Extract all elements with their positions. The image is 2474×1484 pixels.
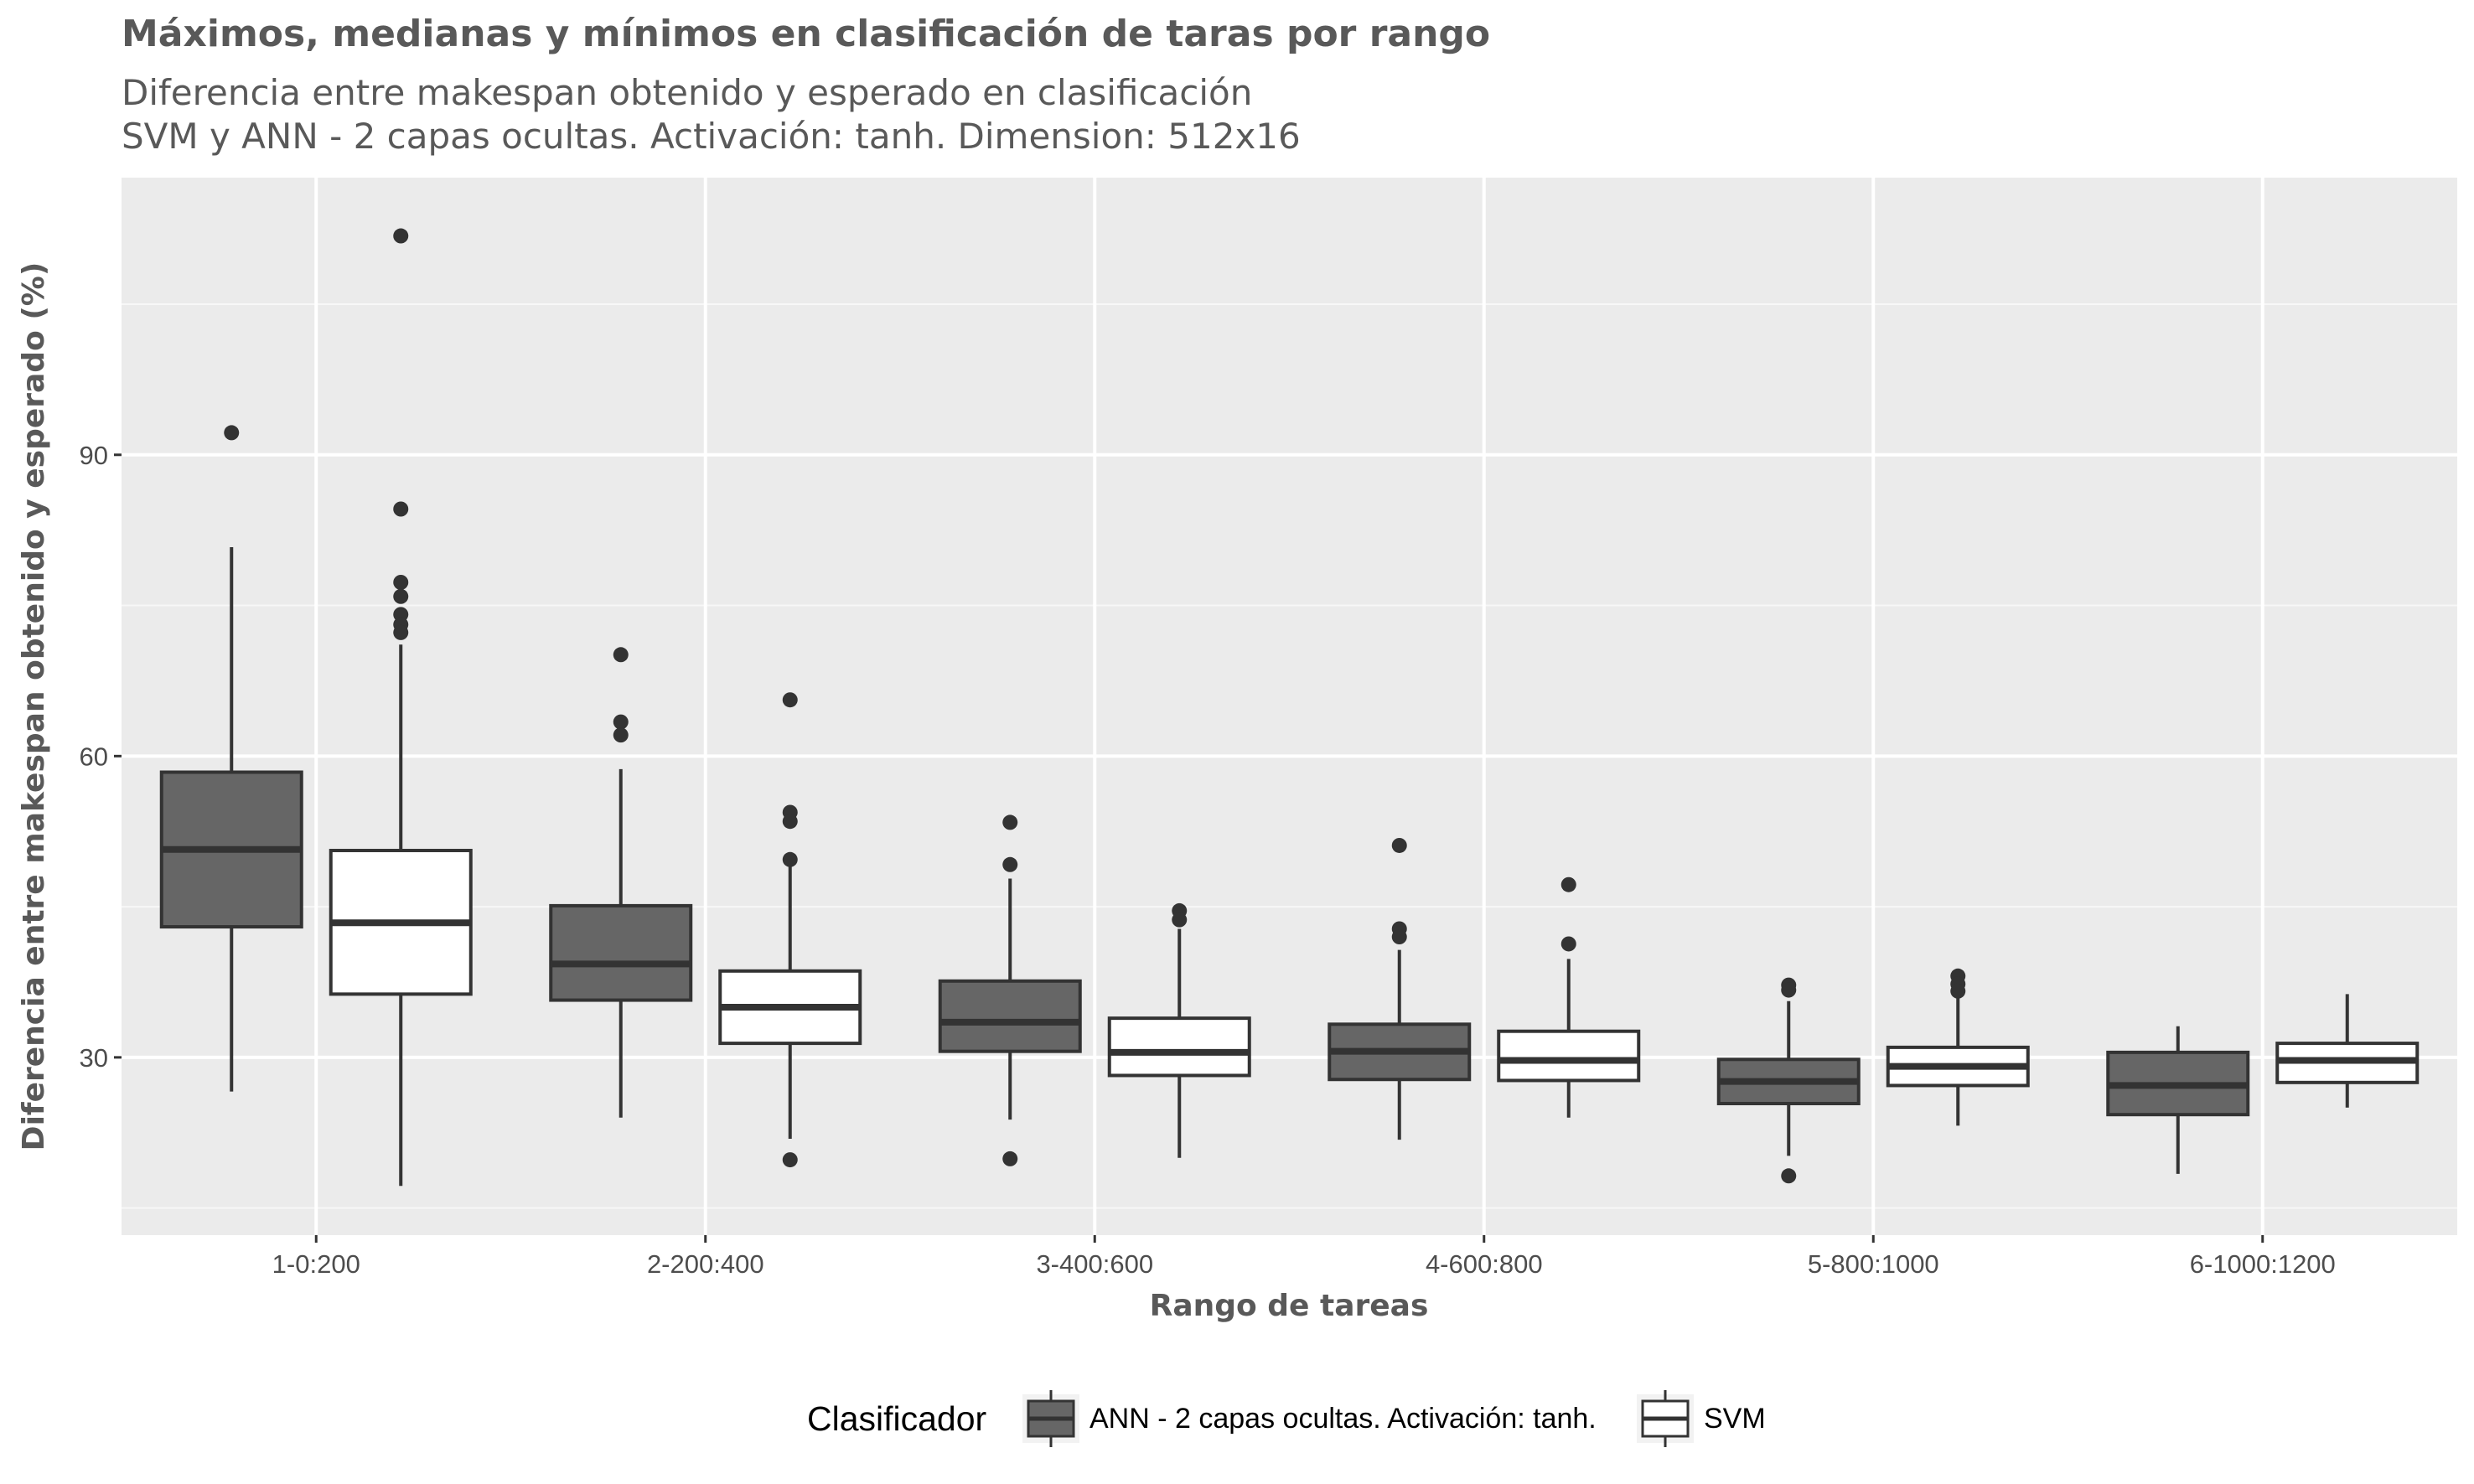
legend: Clasificador ANN - 2 capas ocultas. Acti… bbox=[807, 1390, 1766, 1447]
box-ann-2 bbox=[549, 647, 693, 1118]
outlier-point bbox=[1002, 856, 1018, 872]
outlier-point bbox=[782, 814, 798, 830]
outlier-point bbox=[782, 1152, 798, 1168]
box-svm-2 bbox=[718, 692, 862, 1168]
outlier-point bbox=[1560, 936, 1576, 952]
box-ann-4 bbox=[1328, 837, 1472, 1140]
outlier-point bbox=[224, 425, 240, 441]
legend-key-svm bbox=[1637, 1390, 1694, 1447]
outlier-point bbox=[1391, 837, 1407, 853]
x-tick-label: 1-0:200 bbox=[272, 1249, 360, 1279]
legend-key-ann bbox=[1022, 1390, 1079, 1447]
box-ann-5 bbox=[1716, 977, 1861, 1184]
y-tick-label: 30 bbox=[80, 1043, 108, 1073]
y-axis-title: Diferencia entre makespan obtenido y esp… bbox=[17, 262, 51, 1151]
x-axis: 1-0:200 2-200:400 3-400:600 4-600:800 5-800:… bbox=[272, 1235, 2336, 1279]
box-svm-5 bbox=[1886, 968, 2030, 1126]
box-iqr bbox=[1497, 1029, 1641, 1083]
y-axis: 30 60 90 bbox=[80, 441, 122, 1073]
chart-subtitle-line-1: Diferencia entre makespan obtenido y esp… bbox=[122, 72, 1252, 113]
legend-title: Clasificador bbox=[807, 1399, 986, 1438]
outlier-point bbox=[782, 692, 798, 708]
series-svm bbox=[329, 228, 2420, 1187]
outlier-point bbox=[1781, 1168, 1797, 1184]
outlier-point bbox=[393, 624, 409, 640]
outlier-point bbox=[393, 501, 409, 517]
outlier-point bbox=[1002, 814, 1018, 830]
outlier-point bbox=[393, 228, 409, 244]
outlier-point bbox=[393, 574, 409, 590]
box-svm-3 bbox=[1107, 902, 1251, 1158]
chart-subtitle-line-2: SVM y ANN - 2 capas ocultas. Activación:… bbox=[122, 116, 1301, 157]
outlier-point bbox=[1560, 876, 1576, 892]
box-svm-1 bbox=[329, 228, 473, 1187]
x-tick-label: 6-1000:1200 bbox=[2190, 1249, 2336, 1279]
y-tick-label: 60 bbox=[80, 742, 108, 771]
box-ann-1 bbox=[159, 425, 303, 1092]
series-ann bbox=[159, 425, 2250, 1184]
chart-title: Máximos, medianas y mínimos en clasifica… bbox=[122, 13, 1490, 55]
grid-lines bbox=[122, 178, 2457, 1235]
x-tick-label: 2-200:400 bbox=[647, 1249, 764, 1279]
outlier-point bbox=[1950, 983, 1966, 999]
x-tick-label: 4-600:800 bbox=[1426, 1249, 1543, 1279]
outlier-point bbox=[1002, 1150, 1018, 1166]
outlier-point bbox=[1391, 929, 1407, 945]
outlier-point bbox=[613, 647, 629, 663]
box-iqr bbox=[1107, 1016, 1251, 1078]
legend-label-ann: ANN - 2 capas ocultas. Activación: tanh. bbox=[1089, 1403, 1597, 1435]
box-svm-4 bbox=[1497, 876, 1641, 1118]
box-ann-3 bbox=[938, 814, 1082, 1166]
outlier-point bbox=[1781, 982, 1797, 998]
x-tick-label: 5-800:1000 bbox=[1808, 1249, 1939, 1279]
outlier-point bbox=[613, 727, 629, 743]
x-axis-title: Rango de tareas bbox=[1150, 1289, 1429, 1323]
y-tick-label: 90 bbox=[80, 441, 108, 470]
boxplot-series bbox=[159, 228, 2420, 1187]
legend-label-svm: SVM bbox=[1704, 1403, 1766, 1435]
outlier-point bbox=[782, 851, 798, 867]
box-iqr bbox=[549, 903, 693, 1002]
x-tick-label: 3-400:600 bbox=[1036, 1249, 1153, 1279]
box-ann-6 bbox=[2106, 1026, 2250, 1174]
box-iqr bbox=[938, 979, 1082, 1053]
box-svm-6 bbox=[2275, 994, 2420, 1108]
outlier-point bbox=[1172, 912, 1188, 928]
outlier-point bbox=[393, 588, 409, 604]
outlier-point bbox=[613, 714, 629, 730]
